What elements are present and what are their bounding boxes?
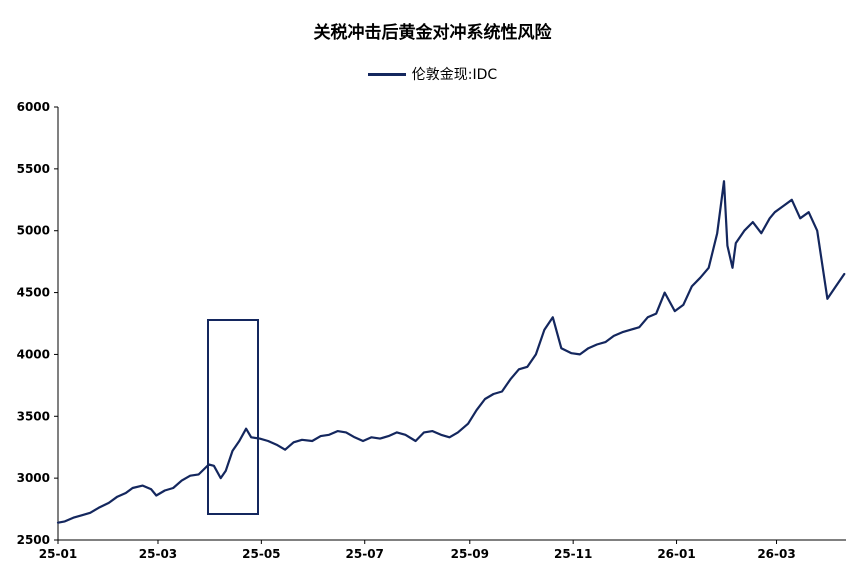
y-tick-label: 6000 — [17, 100, 50, 114]
chart-legend: 伦敦金现:IDC — [0, 64, 865, 84]
axes: 2500 3000 3500 4000 4500 5000 5500 6000 25-01 25-… — [17, 100, 846, 561]
series-layer — [56, 180, 846, 524]
y-tick-label: 4000 — [17, 347, 50, 361]
x-tick-label: 25-03 — [139, 547, 177, 561]
x-tick-label: 25-09 — [451, 547, 489, 561]
highlight-box — [207, 319, 259, 515]
series-line-0 — [56, 180, 846, 524]
y-tick-label: 3000 — [17, 471, 50, 485]
x-tick-label: 25-07 — [346, 547, 384, 561]
y-tick-label: 2500 — [17, 533, 50, 547]
y-tick-label: 5000 — [17, 224, 50, 238]
y-tick-label: 3500 — [17, 409, 50, 423]
legend-line-swatch — [367, 72, 406, 76]
y-tick-label: 5500 — [17, 162, 50, 176]
x-tick-label: 26-01 — [657, 547, 695, 561]
chart-title: 关税冲击后黄金对冲系统性风险 — [313, 23, 552, 43]
y-tick-label: 4500 — [17, 286, 50, 300]
x-tick-label: 25-01 — [39, 547, 77, 561]
legend-label: 伦敦金现:IDC — [411, 67, 498, 83]
x-tick-label: 25-05 — [242, 547, 280, 561]
x-tick-label: 25-11 — [554, 547, 592, 561]
x-tick-label: 26-03 — [757, 547, 795, 561]
